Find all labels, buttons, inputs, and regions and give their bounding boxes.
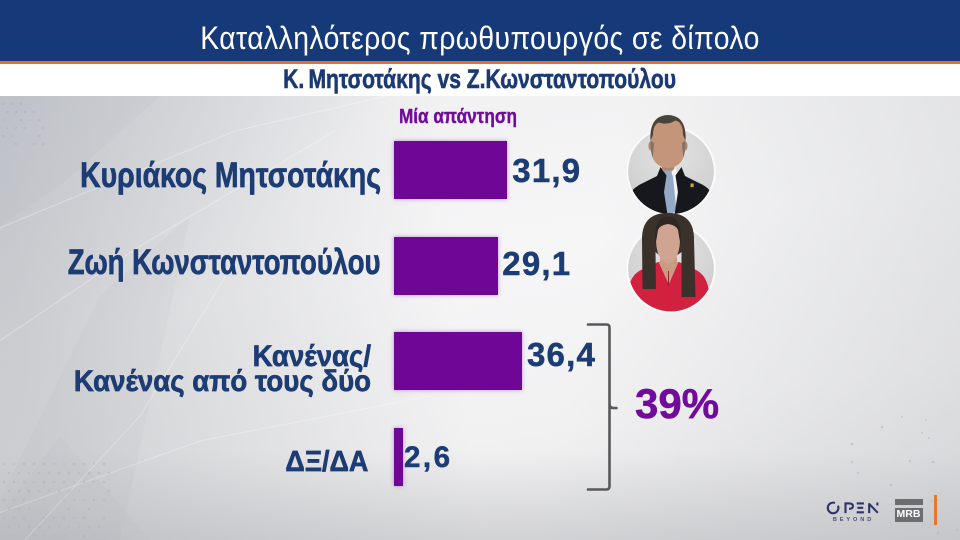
svg-text:BEYOND: BEYOND — [833, 517, 874, 523]
